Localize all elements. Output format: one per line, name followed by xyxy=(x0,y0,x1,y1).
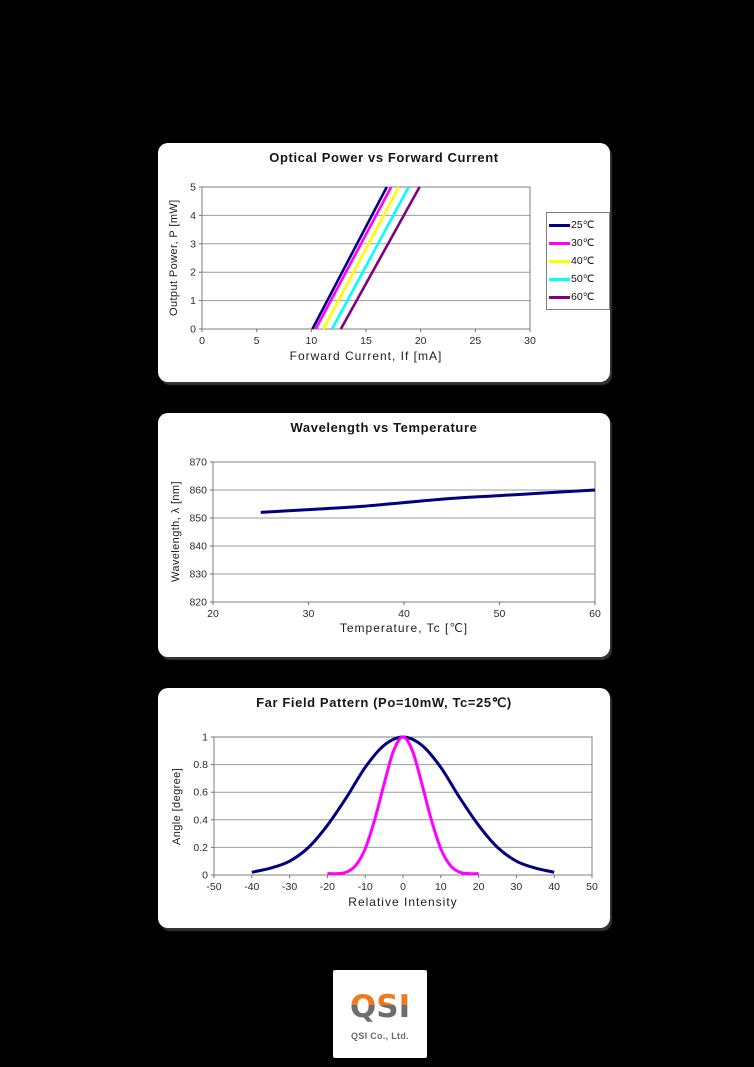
series-40℃ xyxy=(322,186,400,330)
chart-card-optical-power: Optical Power vs Forward Current Output … xyxy=(158,143,610,382)
legend-swatch xyxy=(549,295,570,299)
x-tick-label: 0 xyxy=(199,335,205,347)
x-tick-label: -30 xyxy=(282,881,297,893)
plot-border xyxy=(213,736,593,876)
series-narrow-beam xyxy=(327,735,479,876)
x-tick-label: 30 xyxy=(511,881,523,893)
x-tick-label: 10 xyxy=(435,881,447,893)
legend-label: 40℃ xyxy=(571,255,595,267)
y-tick-label: 870 xyxy=(189,457,207,469)
x-tick-label: 10 xyxy=(305,335,317,347)
qsi-logo-mark: QSI QSI xyxy=(351,989,409,1025)
chart-card-wavelength: Wavelength vs Temperature Wavelength, λ … xyxy=(158,413,610,657)
series-50℃ xyxy=(330,186,410,330)
y-tick-label: 0.6 xyxy=(193,787,208,799)
legend-item: 60℃ xyxy=(549,288,607,306)
y-tick-label: 850 xyxy=(189,513,207,525)
x-tick-label: 25 xyxy=(469,335,481,347)
y-tick-label: 0.8 xyxy=(193,759,208,771)
legend-swatch xyxy=(549,223,570,227)
chart-title: Optical Power vs Forward Current xyxy=(269,150,499,165)
series-60℃ xyxy=(339,186,421,330)
x-tick-label: 50 xyxy=(494,608,506,620)
x-tick-label: -20 xyxy=(320,881,335,893)
x-tick-label: 20 xyxy=(415,335,427,347)
optical-power-plot: 0 1 2 3 4 5 0 5 10 15 20 25 30 xyxy=(190,182,536,348)
x-axis-label: Relative Intensity xyxy=(348,895,458,909)
series-wavelength xyxy=(260,488,596,514)
y-tick-label: 830 xyxy=(189,569,207,581)
legend: 25℃ 30℃ 40℃ 50℃ 60℃ xyxy=(546,212,610,310)
logo-caption: QSI Co., Ltd. xyxy=(351,1031,409,1041)
x-tick-label: 5 xyxy=(254,335,260,347)
x-tick-label: 15 xyxy=(360,335,372,347)
y-tick-label: 1 xyxy=(202,732,208,744)
legend-label: 50℃ xyxy=(571,273,595,285)
x-tick-label: 0 xyxy=(400,881,406,893)
x-tick-label: -10 xyxy=(358,881,373,893)
y-tick-label: 0.4 xyxy=(193,814,208,826)
chart-title: Wavelength vs Temperature xyxy=(290,420,478,435)
x-tick-label: 50 xyxy=(586,881,598,893)
x-tick-label: 60 xyxy=(589,608,601,620)
legend-label: 60℃ xyxy=(571,291,595,303)
series-wide-beam xyxy=(251,735,555,874)
legend-item: 40℃ xyxy=(549,252,607,270)
x-tick-label: 30 xyxy=(524,335,536,347)
chart-title: Far Field Pattern (Po=10mW, Tc=25℃) xyxy=(256,695,512,710)
x-tick-label: -50 xyxy=(206,881,221,893)
y-tick-label: 4 xyxy=(190,210,196,222)
qsi-logo: QSI QSI QSI Co., Ltd. xyxy=(333,970,427,1058)
y-tick-label: 5 xyxy=(190,182,196,194)
x-axis-label: Temperature, Tc [℃] xyxy=(339,621,469,635)
legend-item: 30℃ xyxy=(549,234,607,252)
y-tick-label: 3 xyxy=(190,238,196,250)
series-30℃ xyxy=(314,186,393,330)
y-tick-label: 820 xyxy=(189,597,207,609)
y-tick-label: 860 xyxy=(189,485,207,497)
logo-letters-bottom: QSI xyxy=(351,989,409,1025)
plot-border xyxy=(212,461,596,603)
x-tick-label: 30 xyxy=(303,608,315,620)
x-tick-label: 20 xyxy=(473,881,485,893)
logo-letters-top: QSI xyxy=(351,989,409,1025)
plot-border xyxy=(201,186,531,330)
legend-item: 50℃ xyxy=(549,270,607,288)
legend-label: 30℃ xyxy=(571,237,595,249)
series-25℃ xyxy=(311,186,388,330)
x-axis-label: Forward Current, If [mA] xyxy=(289,349,443,363)
chart-card-far-field: Far Field Pattern (Po=10mW, Tc=25℃) Angl… xyxy=(158,688,610,928)
x-tick-label: 40 xyxy=(398,608,410,620)
legend-swatch xyxy=(549,259,570,263)
y-tick-label: 0 xyxy=(190,324,196,336)
x-tick-label: 20 xyxy=(207,608,219,620)
far-field-plot: 0 0.2 0.4 0.6 0.8 1 -50 -40 -30 -20 -10 0 10 20 30 40 50 xyxy=(193,732,598,894)
y-tick-label: 0.2 xyxy=(193,842,208,854)
y-tick-label: 0 xyxy=(202,870,208,882)
x-tick-label: 40 xyxy=(548,881,560,893)
legend-swatch xyxy=(549,241,570,245)
x-tick-label: -40 xyxy=(244,881,259,893)
legend-swatch xyxy=(549,277,570,281)
y-tick-label: 840 xyxy=(189,541,207,553)
y-tick-label: 1 xyxy=(190,295,196,307)
legend-label: 25℃ xyxy=(571,219,595,231)
legend-item: 25℃ xyxy=(549,216,607,234)
wavelength-plot: 820 830 840 850 860 870 20 30 40 50 60 xyxy=(189,457,601,621)
y-tick-label: 2 xyxy=(190,267,196,279)
